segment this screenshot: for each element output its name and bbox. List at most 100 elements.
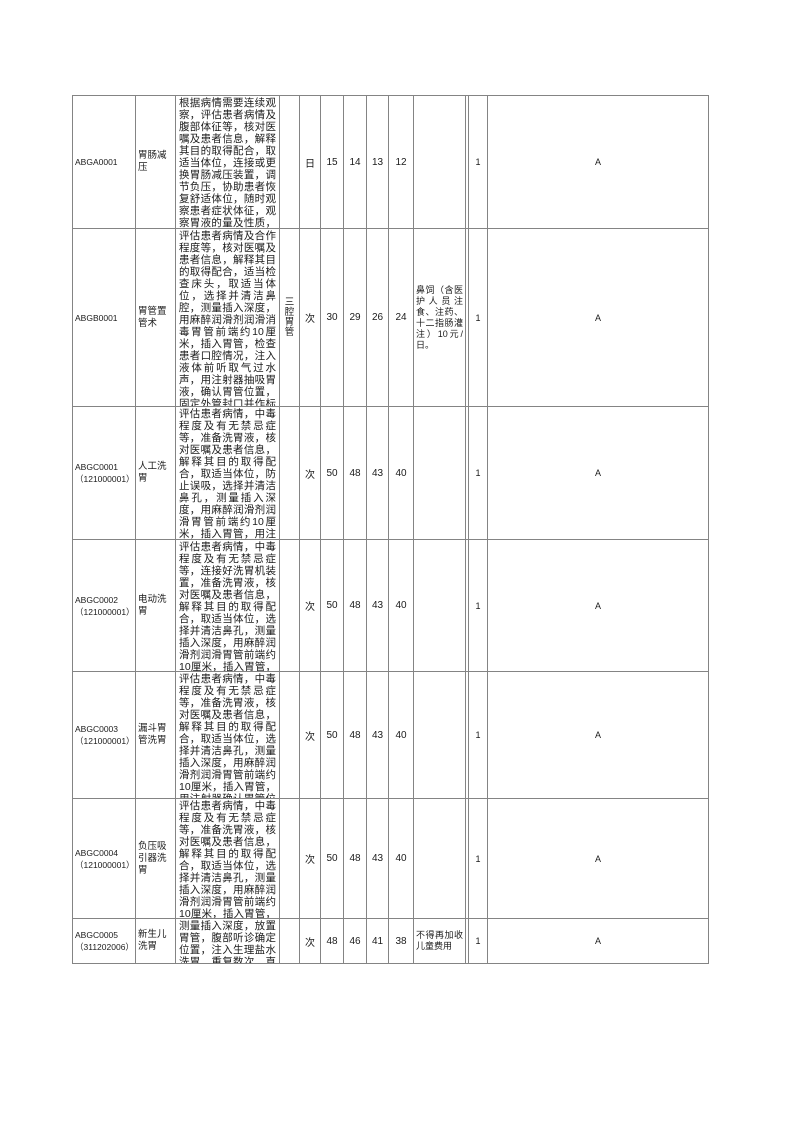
- price-tier1-cell: 30: [320, 228, 344, 407]
- count-cell: 1: [468, 406, 488, 540]
- price-tier3-cell: 43: [366, 539, 389, 672]
- price-tier4-cell: 40: [388, 539, 414, 672]
- price-tier4-cell: 40: [388, 406, 414, 540]
- price-tier2-cell: 14: [343, 95, 367, 229]
- price-tier4-cell: 38: [388, 918, 414, 964]
- service-code-cell: ABGC0001 （121000001）: [72, 406, 136, 540]
- note-cell: [413, 95, 466, 229]
- table-row: ABGC0003 （121000001） 漏斗胃管洗胃 评估患者病情，中毒程度及…: [72, 671, 709, 799]
- service-name-cell: 漏斗胃管洗胃: [135, 671, 176, 799]
- service-description-cell: 评估患者病情，中毒程度及有无禁忌症等，连接好洗胃机装置，准备洗胃液，核对医嘱及患…: [175, 539, 280, 672]
- note-cell: [413, 539, 466, 672]
- service-description-text: 评估患者病情及合作程度等，核对医嘱及患者信息，解释其目的取得配合，适当检查床头，…: [179, 230, 276, 406]
- count-cell: 1: [468, 798, 488, 919]
- grade-cell: A: [487, 798, 709, 919]
- pricing-unit-cell: 次: [299, 671, 321, 799]
- excluded-content-cell: [279, 671, 300, 799]
- service-name-cell: 胃管置管术: [135, 228, 176, 407]
- service-name-cell: 人工洗胃: [135, 406, 176, 540]
- service-description-cell: 评估患者病情，中毒程度及有无禁忌症等，准备洗胃液，核对医嘱及患者信息，解释其目的…: [175, 671, 280, 799]
- service-description-text: 评估患者病情，中毒程度及有无禁忌症等，连接好洗胃机装置，准备洗胃液，核对医嘱及患…: [179, 541, 276, 671]
- note-cell: [413, 671, 466, 799]
- price-tier3-cell: 43: [366, 798, 389, 919]
- pricing-unit-cell: 次: [299, 228, 321, 407]
- price-tier1-cell: 50: [320, 671, 344, 799]
- table-row: ABGB0001 胃管置管术 评估患者病情及合作程度等，核对医嘱及患者信息，解释…: [72, 228, 709, 407]
- price-tier1-cell: 50: [320, 798, 344, 919]
- service-name-cell: 胃肠减压: [135, 95, 176, 229]
- service-code-cell: ABGA0001: [72, 95, 136, 229]
- table-row: ABGC0004 （121000001） 负压吸引器洗胃 评估患者病情，中毒程度…: [72, 798, 709, 919]
- price-tier2-cell: 46: [343, 918, 367, 964]
- table-row: ABGA0001 胃肠减压 根据病情需要连续观察，评估患者病情及腹部体征等，核对…: [72, 95, 709, 229]
- service-description-cell: 根据病情需要连续观察，评估患者病情及腹部体征等，核对医嘱及患者信息，解释其目的取…: [175, 95, 280, 229]
- excluded-content-cell: [279, 539, 300, 672]
- price-tier4-cell: 24: [388, 228, 414, 407]
- grade-cell: A: [487, 228, 709, 407]
- excluded-content-cell: [279, 918, 300, 964]
- service-code-cell: ABGC0004 （121000001）: [72, 798, 136, 919]
- grade-cell: A: [487, 918, 709, 964]
- service-description-text: 评估患者病情，中毒程度及有无禁忌症等，准备洗胃液，核对医嘱及患者信息，解释其目的…: [179, 800, 276, 918]
- service-name-cell: 电动洗胃: [135, 539, 176, 672]
- price-tier1-cell: 48: [320, 918, 344, 964]
- service-description-cell: 测量插入深度，放置胃管，腹部听诊确定位置，注入生理盐水洗胃，重复数次，直至胃液: [175, 918, 280, 964]
- service-code-cell: ABGC0002 （121000001）: [72, 539, 136, 672]
- grade-cell: A: [487, 671, 709, 799]
- price-tier2-cell: 48: [343, 798, 367, 919]
- grade-cell: A: [487, 539, 709, 672]
- price-tier4-cell: 12: [388, 95, 414, 229]
- count-cell: 1: [468, 95, 488, 229]
- price-tier4-cell: 40: [388, 798, 414, 919]
- service-description-text: 评估患者病情，中毒程度及有无禁忌症等，准备洗胃液，核对医嘱及患者信息，解释其目的…: [179, 673, 276, 798]
- pricing-unit-cell: 次: [299, 406, 321, 540]
- price-tier2-cell: 48: [343, 539, 367, 672]
- note-cell: 鼻饲（含医护人员注食、注药、十二指肠灌注）10元/日。: [413, 228, 466, 407]
- price-tier3-cell: 43: [366, 406, 389, 540]
- price-tier1-cell: 50: [320, 539, 344, 672]
- pricing-unit-cell: 次: [299, 798, 321, 919]
- service-description-text: 根据病情需要连续观察，评估患者病情及腹部体征等，核对医嘱及患者信息，解释其目的取…: [179, 97, 276, 228]
- count-cell: 1: [468, 539, 488, 672]
- medical-service-price-table: ABGA0001 胃肠减压 根据病情需要连续观察，评估患者病情及腹部体征等，核对…: [72, 95, 709, 964]
- excluded-content-cell: [279, 406, 300, 540]
- price-tier2-cell: 29: [343, 228, 367, 407]
- excluded-content-cell: [279, 798, 300, 919]
- price-tier3-cell: 43: [366, 671, 389, 799]
- service-description-text: 测量插入深度，放置胃管，腹部听诊确定位置，注入生理盐水洗胃，重复数次，直至胃液: [179, 920, 276, 963]
- service-description-text: 评估患者病情，中毒程度及有无禁忌症等，准备洗胃液，核对医嘱及患者信息，解释其目的…: [179, 408, 276, 539]
- service-code-cell: ABGC0003 （121000001）: [72, 671, 136, 799]
- table-row: ABGC0005 （311202006） 新生儿洗胃 测量插入深度，放置胃管，腹…: [72, 918, 709, 964]
- service-code-cell: ABGB0001: [72, 228, 136, 407]
- service-description-cell: 评估患者病情及合作程度等，核对医嘱及患者信息，解释其目的取得配合，适当检查床头，…: [175, 228, 280, 407]
- price-tier3-cell: 13: [366, 95, 389, 229]
- grade-cell: A: [487, 95, 709, 229]
- count-cell: 1: [468, 228, 488, 407]
- grade-cell: A: [487, 406, 709, 540]
- excluded-content-cell: [279, 95, 300, 229]
- pricing-unit-cell: 日: [299, 95, 321, 229]
- table-row: ABGC0001 （121000001） 人工洗胃 评估患者病情，中毒程度及有无…: [72, 406, 709, 540]
- service-description-cell: 评估患者病情，中毒程度及有无禁忌症等，准备洗胃液，核对医嘱及患者信息，解释其目的…: [175, 406, 280, 540]
- price-list-page: ABGA0001 胃肠减压 根据病情需要连续观察，评估患者病情及腹部体征等，核对…: [72, 95, 709, 964]
- price-tier1-cell: 50: [320, 406, 344, 540]
- note-cell: [413, 406, 466, 540]
- service-name-cell: 负压吸引器洗胃: [135, 798, 176, 919]
- note-cell: 不得再加收儿童费用: [413, 918, 466, 964]
- price-tier3-cell: 26: [366, 228, 389, 407]
- price-tier1-cell: 15: [320, 95, 344, 229]
- pricing-unit-cell: 次: [299, 918, 321, 964]
- price-tier2-cell: 48: [343, 671, 367, 799]
- count-cell: 1: [468, 671, 488, 799]
- service-code-cell: ABGC0005 （311202006）: [72, 918, 136, 964]
- price-tier2-cell: 48: [343, 406, 367, 540]
- note-cell: [413, 798, 466, 919]
- pricing-unit-cell: 次: [299, 539, 321, 672]
- price-tier4-cell: 40: [388, 671, 414, 799]
- count-cell: 1: [468, 918, 488, 964]
- price-tier3-cell: 41: [366, 918, 389, 964]
- service-name-cell: 新生儿洗胃: [135, 918, 176, 964]
- service-description-cell: 评估患者病情，中毒程度及有无禁忌症等，准备洗胃液，核对医嘱及患者信息，解释其目的…: [175, 798, 280, 919]
- excluded-content-cell: 三腔胃管: [279, 228, 300, 407]
- table-row: ABGC0002 （121000001） 电动洗胃 评估患者病情，中毒程度及有无…: [72, 539, 709, 672]
